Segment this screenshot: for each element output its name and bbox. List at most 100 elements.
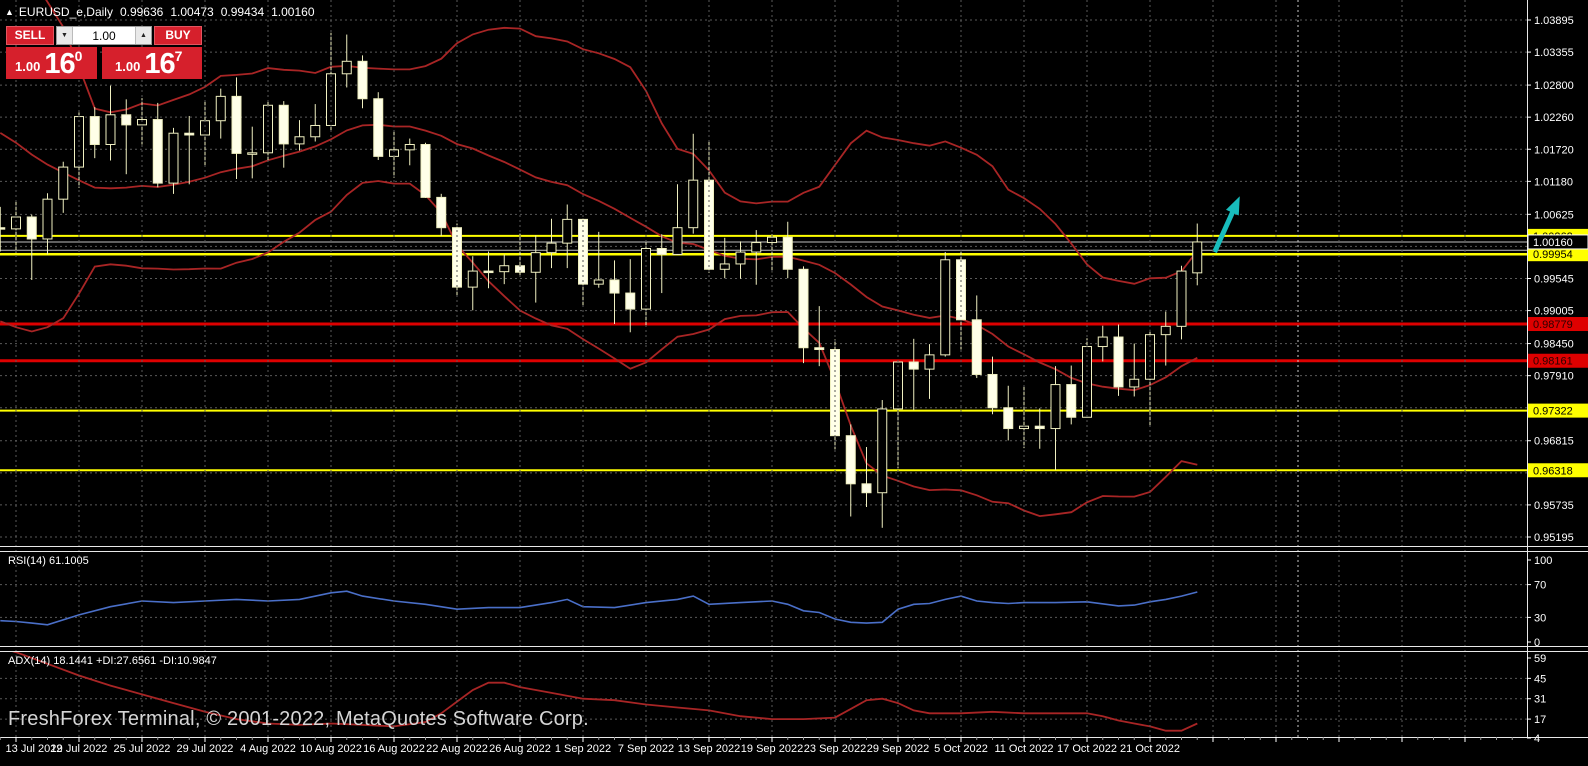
candle-bullish [940, 259, 951, 356]
price-axis-label: 0.98450 [1534, 339, 1574, 351]
rsi-line [0, 590, 1198, 626]
candle-bullish [688, 179, 699, 229]
candle-bearish [609, 279, 620, 294]
adx-scale-label: 45 [1534, 673, 1546, 685]
candle-bullish [1176, 270, 1187, 327]
ohlc-open: 0.99636 [119, 5, 164, 19]
price-tag [1528, 247, 1588, 262]
bollinger-upper [45, 0, 1199, 285]
candle-bearish [121, 114, 132, 126]
adx-scale-label: 4 [1534, 733, 1540, 745]
candle-bullish [467, 270, 478, 288]
candle-bearish [89, 116, 100, 145]
date-axis-label: 17 Oct 2022 [1057, 743, 1117, 755]
price-axis-label: 1.01720 [1534, 144, 1574, 156]
price-tag-label: 0.97322 [1533, 406, 1573, 418]
date-axis-label: 11 Oct 2022 [994, 743, 1053, 755]
candle-bullish [593, 279, 604, 285]
price-axis-label: 0.99005 [1534, 306, 1574, 318]
price-tag [1528, 463, 1588, 478]
price-axis-label: 1.02260 [1534, 112, 1574, 124]
candle-bullish [641, 247, 651, 310]
candle-bullish [672, 227, 683, 255]
candle-bullish [58, 166, 69, 200]
price-tag [1528, 353, 1588, 368]
candle-bullish [1160, 325, 1171, 336]
bollinger-lower [0, 180, 1198, 518]
candle-bearish [908, 361, 919, 370]
candle-bullish [168, 132, 179, 184]
candle-bearish [814, 347, 825, 351]
candle-bullish [530, 252, 541, 273]
date-axis-label: 5 Oct 2022 [934, 743, 988, 755]
adx-indicator-label: ADX(14) 18.1441 +DI:27.6561 -DI:10.9847 [8, 655, 217, 667]
candle-bearish [26, 216, 37, 240]
volume-decrease-button[interactable]: ▼ [57, 27, 73, 44]
date-axis-label: 7 Sep 2022 [618, 743, 674, 755]
date-axis-label: 13 Jul 2022 [6, 743, 63, 755]
candle-bullish [1097, 336, 1108, 348]
adx-line [11, 652, 1198, 732]
sell-price-button[interactable]: 1.00 16 0 [6, 47, 97, 79]
candle-bullish [1050, 384, 1061, 430]
price-axis-label: 1.01180 [1534, 176, 1573, 188]
buy-price-button[interactable]: 1.00 16 7 [102, 47, 202, 79]
rsi-scale-label: 70 [1534, 580, 1546, 592]
rsi-scale-label: 0 [1534, 637, 1540, 649]
date-axis-label: 13 Sep 2022 [678, 743, 740, 755]
chart-title: ▲ EURUSD_e,Daily 0.99636 1.00473 0.99434 1.00… [5, 5, 322, 19]
candle-bearish [798, 268, 809, 349]
candle-bearish [782, 236, 793, 270]
volume-input[interactable] [73, 27, 135, 44]
candle-bullish [200, 120, 210, 136]
candle-bearish [420, 143, 431, 198]
candle-bearish [184, 132, 195, 136]
buy-button[interactable]: BUY [154, 26, 202, 45]
date-axis-label: 26 Aug 2022 [489, 743, 551, 755]
date-axis-label: 19 Jul 2022 [51, 743, 108, 755]
trend-arrow[interactable] [1212, 206, 1238, 254]
candle-bearish [1003, 407, 1014, 430]
triangle-down-icon: ▼ [61, 32, 68, 39]
sell-price-big: 16 [44, 48, 75, 80]
candle-bearish [625, 292, 636, 310]
candle-bullish [924, 354, 935, 370]
rsi-indicator-label: RSI(14) 61.1005 [8, 555, 89, 567]
symbol-triangle-icon: ▲ [5, 7, 14, 17]
date-axis-label: 16 Aug 2022 [363, 743, 425, 755]
candle-bearish [0, 227, 6, 230]
ohlc-low: 0.99434 [220, 5, 265, 19]
trend-arrow-head[interactable] [1225, 196, 1240, 216]
candle-bullish [546, 242, 557, 254]
candle-bearish [1113, 336, 1124, 388]
price-axis-label: 0.96815 [1534, 436, 1574, 448]
date-axis-label: 1 Sep 2022 [555, 743, 611, 755]
candle-bullish [735, 251, 746, 265]
price-axis-label: 1.00625 [1534, 209, 1574, 221]
price-tag [1528, 317, 1588, 332]
candle-bearish [861, 483, 872, 494]
rsi-scale-label: 30 [1534, 612, 1546, 624]
volume-increase-button[interactable]: ▲ [135, 27, 151, 44]
candle-bullish [215, 95, 226, 122]
buy-price-big: 16 [144, 48, 175, 80]
date-axis-label: 10 Aug 2022 [300, 743, 362, 755]
candle-bullish [137, 119, 147, 126]
date-axis-label: 25 Jul 2022 [114, 743, 171, 755]
rsi-scale-label: 100 [1534, 555, 1552, 567]
price-axis-label: 0.99545 [1534, 274, 1574, 286]
adx-scale-label: 17 [1534, 714, 1546, 726]
price-axis-label: 0.95195 [1534, 532, 1574, 544]
broker-watermark: FreshForex Terminal, © 2001-2022, MetaQu… [8, 708, 589, 730]
triangle-up-icon: ▲ [140, 32, 147, 39]
date-axis-label: 23 Sep 2022 [804, 743, 866, 755]
candle-bullish [562, 218, 573, 244]
ohlc-close: 1.00160 [271, 5, 315, 19]
candle-bullish [1129, 378, 1140, 388]
candle-bullish [404, 143, 415, 151]
sell-button[interactable]: SELL [6, 26, 54, 45]
candle-bullish [294, 136, 305, 145]
candle-bullish [751, 242, 762, 253]
current-price-tag [1527, 234, 1588, 250]
